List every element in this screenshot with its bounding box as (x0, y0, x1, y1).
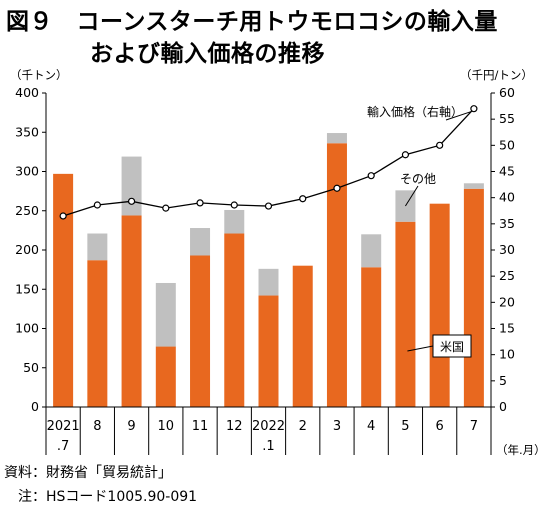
y-right-tick-label: 50 (499, 137, 515, 152)
bar-us (395, 221, 416, 407)
y-right-tick-label: 45 (499, 164, 515, 179)
y-right-tick-label: 5 (499, 373, 507, 388)
bar-other (87, 233, 108, 261)
x-tick-label: 4 (367, 419, 375, 434)
chart-area: 0501001502002503003504000510152025303540… (10, 68, 540, 457)
y-left-tick-label: 400 (15, 85, 39, 100)
hs-code-note: 注：HSコード1005.90-091 (4, 489, 198, 505)
bar-us (224, 233, 245, 407)
x-tick-label: 8 (93, 419, 101, 434)
price-series-label: 輸入価格（右軸） (367, 104, 463, 119)
price-point (299, 195, 307, 203)
us-series-label: 米国 (440, 340, 464, 354)
y-right-tick-label: 20 (499, 294, 515, 309)
y-right-tick-label: 35 (499, 216, 515, 231)
bar-other (224, 209, 245, 234)
x-tick-label: .1 (262, 439, 274, 454)
x-tick-label: 2 (299, 419, 307, 434)
bar-us (258, 295, 279, 407)
price-point (436, 141, 444, 149)
x-tick-label: 6 (436, 419, 444, 434)
y-left-tick-label: 350 (15, 124, 39, 139)
y-left-tick-label: 300 (15, 164, 39, 179)
x-tick-label: 7 (470, 419, 478, 434)
price-point (470, 105, 478, 113)
y-right-tick-label: 40 (499, 190, 515, 205)
price-point (93, 201, 101, 209)
y-left-tick-label: 150 (15, 281, 39, 296)
y-right-tick-label: 10 (499, 347, 515, 362)
y-left-tick-label: 250 (15, 203, 39, 218)
y-right-tick-label: 30 (499, 242, 515, 257)
price-point (162, 204, 170, 212)
x-axis-label: （年.月） (496, 443, 540, 457)
y-left-tick-label: 50 (23, 360, 39, 375)
price-point (196, 199, 204, 207)
y-right-tick-label: 15 (499, 321, 515, 336)
price-point (59, 212, 67, 220)
bar-other (258, 268, 279, 296)
x-tick-label: 10 (158, 419, 175, 434)
price-point (401, 151, 410, 159)
y-left-tick-label: 200 (15, 242, 39, 257)
y-right-tick-label: 60 (499, 85, 515, 100)
price-point (333, 184, 341, 192)
y-right-axis-label: （千円/トン） (460, 68, 533, 82)
bar-us (463, 188, 484, 407)
bar-us (190, 255, 211, 407)
bar-other (190, 228, 211, 256)
bar-us (53, 173, 74, 407)
price-point (127, 197, 136, 205)
x-tick-label: 9 (127, 419, 135, 434)
bar-us (361, 267, 382, 407)
bar-other (121, 156, 142, 216)
figure-title-line2: および輸入価格の推移 (90, 41, 325, 67)
other-label-leader (404, 185, 419, 207)
price-point (367, 172, 375, 180)
bar-us (326, 143, 347, 408)
x-tick-label: .7 (57, 439, 69, 454)
bar-us (121, 215, 142, 407)
us-label-leader (407, 345, 434, 352)
figure-title-line1: 図９ コーンスターチ用トウモロコシの輸入量 (6, 9, 498, 35)
price-point (230, 201, 238, 209)
y-left-axis-label: （千トン） (10, 68, 68, 82)
bar-other (463, 183, 484, 189)
y-right-tick-label: 25 (499, 268, 515, 283)
x-tick-label: 2022 (252, 419, 285, 434)
bar-us (429, 203, 450, 407)
y-left-tick-label: 100 (15, 321, 39, 336)
price-point (264, 202, 273, 210)
bar-other (326, 133, 347, 144)
x-tick-label: 3 (333, 419, 341, 434)
us-label-box (432, 334, 472, 358)
y-right-tick-label: 55 (499, 111, 515, 126)
price-label-leader (445, 111, 472, 121)
source-note: 資料：財務省「貿易統計」 (4, 465, 172, 481)
bar-us (87, 260, 108, 407)
bar-us (292, 265, 313, 407)
y-right-tick-label: 0 (499, 399, 507, 414)
other-series-label: その他 (400, 172, 436, 186)
bar-us (155, 346, 176, 407)
bar-other (155, 282, 176, 347)
y-left-tick-label: 0 (31, 399, 39, 414)
x-tick-label: 5 (401, 419, 409, 434)
x-tick-label: 12 (226, 419, 243, 434)
bar-other (361, 234, 382, 268)
x-tick-label: 11 (192, 419, 209, 434)
x-tick-label: 2021 (47, 419, 80, 434)
